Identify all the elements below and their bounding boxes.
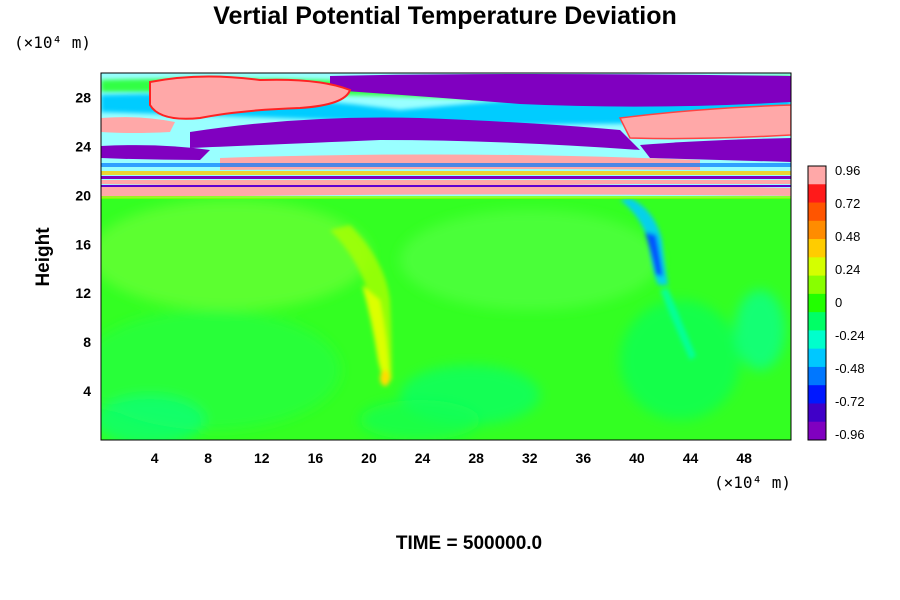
x-tick-label: 48 — [736, 450, 752, 466]
colorbar-swatch — [808, 293, 826, 313]
x-tick-label: 12 — [254, 450, 270, 466]
x-tick-label: 40 — [629, 450, 645, 466]
y-axis-label: Height — [33, 227, 54, 287]
colorbar-tick-label: -0.48 — [835, 361, 865, 376]
y-tick-label: 24 — [75, 138, 91, 154]
colorbar-tick-label: -0.96 — [835, 427, 865, 442]
colorbar-swatch — [808, 421, 826, 441]
x-tick-label: 20 — [361, 450, 377, 466]
colorbar-tick-label: -0.72 — [835, 394, 865, 409]
y-tick-label: 12 — [75, 285, 91, 301]
colorbar-swatch — [808, 275, 826, 295]
x-tick-label: 36 — [576, 450, 592, 466]
x-tick-label: 24 — [415, 450, 431, 466]
y-tick-label: 4 — [83, 383, 91, 399]
x-tick-label: 4 — [151, 450, 159, 466]
colorbar-swatch — [808, 166, 826, 185]
chart-title: Vertial Potential Temperature Deviation — [213, 2, 677, 30]
colorbar-tick-label: 0.96 — [835, 163, 860, 178]
colorbar-tick-label: 0.72 — [835, 196, 860, 211]
colorbar-swatch — [808, 257, 826, 277]
colorbar-tick-label: -0.24 — [835, 328, 865, 343]
colorbar-frame — [807, 165, 827, 441]
colorbar-swatch — [808, 330, 826, 350]
colorbar-swatch — [808, 220, 826, 240]
x-tick-label: 16 — [308, 450, 324, 466]
colorbar-swatch — [808, 184, 826, 204]
colorbar-swatch — [808, 385, 826, 404]
colorbar-tick-label: 0.24 — [835, 262, 860, 277]
x-tick-label: 28 — [468, 450, 484, 466]
plot-frame — [100, 72, 792, 441]
colorbar: 0.96 0.72 0.48 0.24 0 -0.24 -0.48 -0.72 -0.96 — [807, 163, 865, 442]
colorbar-swatch — [808, 403, 826, 423]
colorbar-swatch — [808, 348, 826, 368]
y-tick-label: 20 — [75, 187, 91, 203]
colorbar-tick-label: 0 — [835, 295, 842, 310]
plot-area — [101, 73, 791, 440]
y-axis-unit: (×10⁴ m) — [14, 33, 91, 52]
time-label: TIME = 500000.0 — [396, 533, 542, 554]
colorbar-swatch — [808, 366, 826, 386]
y-tick-label: 8 — [83, 334, 91, 350]
y-tick-label: 28 — [75, 89, 91, 105]
colorbar-swatch — [808, 202, 826, 222]
colorbar-swatch — [808, 239, 826, 258]
x-tick-label: 8 — [204, 450, 212, 466]
x-tick-label: 32 — [522, 450, 538, 466]
x-tick-label: 44 — [683, 450, 699, 466]
y-tick-label: 16 — [75, 236, 91, 252]
x-axis-unit: (×10⁴ m) — [714, 473, 791, 492]
colorbar-swatch — [808, 312, 826, 331]
colorbar-tick-label: 0.48 — [835, 229, 860, 244]
